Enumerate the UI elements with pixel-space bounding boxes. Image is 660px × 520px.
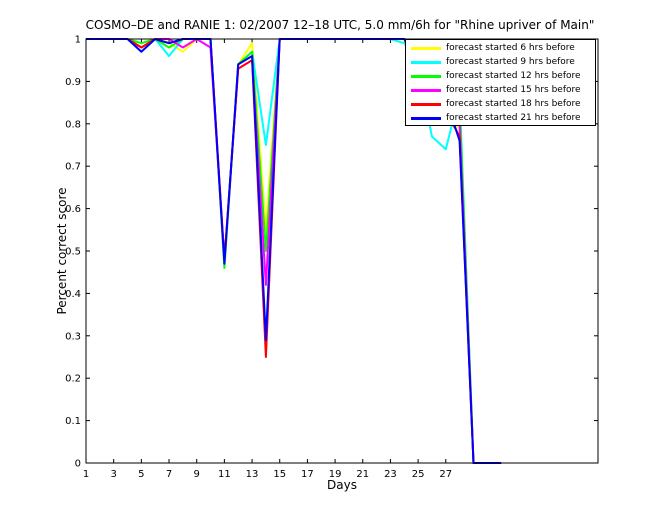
- x-tick-label: 13: [246, 469, 259, 480]
- legend-swatch: [411, 117, 441, 120]
- x-axis-label: Days: [327, 478, 357, 492]
- x-tick-label: 21: [356, 469, 369, 480]
- y-tick-label: 0.2: [65, 374, 81, 385]
- x-tick-labels: 1 3 5 7 9 11 13 15 17 19 21 23 25 27: [83, 469, 452, 480]
- y-tick-label: 1: [75, 35, 81, 46]
- legend-entry: forecast started 6 hrs before: [406, 41, 595, 55]
- legend-entry: forecast started 9 hrs before: [406, 55, 595, 69]
- tick-marks: [85, 38, 598, 464]
- x-tick-label: 23: [384, 469, 397, 480]
- legend-swatch: [411, 47, 441, 50]
- legend-label: forecast started 9 hrs before: [446, 57, 575, 67]
- legend-entry: forecast started 18 hrs before: [406, 97, 595, 111]
- chart-title: COSMO–DE and RANIE 1: 02/2007 12–18 UTC,…: [85, 18, 595, 32]
- legend-label: forecast started 18 hrs before: [446, 99, 581, 109]
- y-tick-label: 0.8: [65, 119, 81, 130]
- legend-swatch: [411, 103, 441, 106]
- y-tick-label: 0.1: [65, 416, 81, 427]
- x-tick-label: 3: [110, 469, 116, 480]
- y-tick-label: 0.7: [65, 162, 81, 173]
- y-tick-labels: 0 0.1 0.2 0.3 0.4 0.5 0.6 0.7 0.8 0.9 1: [65, 35, 81, 470]
- y-axis-label: Percent correct score: [55, 187, 69, 315]
- x-tick-label: 15: [273, 469, 286, 480]
- y-tick-label: 0: [75, 459, 81, 470]
- legend: forecast started 6 hrs before forecast s…: [405, 39, 596, 126]
- y-tick-label: 0.6: [65, 204, 81, 215]
- y-tick-label: 0.5: [65, 247, 81, 258]
- x-tick-label: 5: [138, 469, 144, 480]
- plot-frame: [85, 38, 599, 464]
- x-tick-label: 17: [301, 469, 314, 480]
- x-tick-label: 11: [218, 469, 231, 480]
- legend-entry: forecast started 21 hrs before: [406, 111, 595, 125]
- legend-swatch: [411, 75, 441, 78]
- x-tick-label: 7: [166, 469, 172, 480]
- x-tick-label: 27: [439, 469, 452, 480]
- legend-entry: forecast started 15 hrs before: [406, 83, 595, 97]
- x-tick-label: 19: [329, 469, 342, 480]
- legend-swatch: [411, 89, 441, 92]
- legend-label: forecast started 21 hrs before: [446, 113, 581, 123]
- legend-label: forecast started 12 hrs before: [446, 71, 581, 81]
- x-tick-label: 25: [412, 469, 425, 480]
- y-tick-label: 0.4: [65, 289, 81, 300]
- legend-swatch: [411, 61, 441, 64]
- x-tick-label: 9: [194, 469, 200, 480]
- y-tick-label: 0.3: [65, 331, 81, 342]
- y-tick-label: 0.9: [65, 77, 81, 88]
- x-tick-label: 1: [83, 469, 89, 480]
- legend-label: forecast started 6 hrs before: [446, 43, 575, 53]
- legend-label: forecast started 15 hrs before: [446, 85, 581, 95]
- legend-entry: forecast started 12 hrs before: [406, 69, 595, 83]
